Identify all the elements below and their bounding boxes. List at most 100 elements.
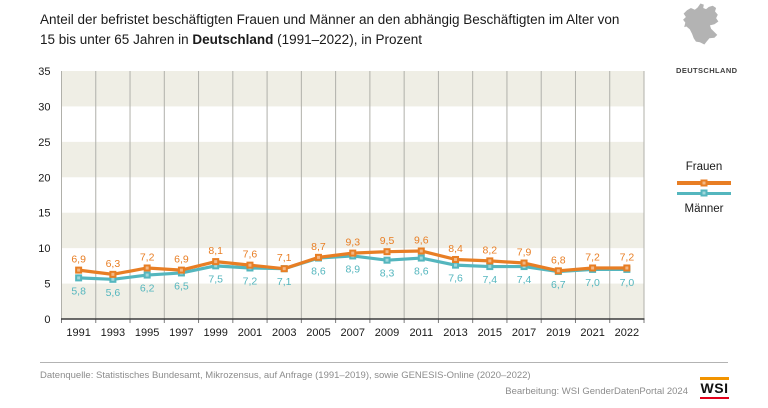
data-point-label: 9,3 (345, 237, 360, 249)
legend-marker-maenner-icon (700, 189, 708, 197)
data-point-label: 7,0 (585, 277, 600, 289)
data-point-marker (212, 262, 220, 270)
svg-text:10: 10 (38, 243, 50, 255)
footer-divider (40, 362, 728, 363)
data-point-label: 7,0 (620, 277, 635, 289)
data-point-marker (623, 264, 631, 272)
data-point-marker (75, 266, 83, 274)
data-point-label: 7,6 (448, 273, 463, 285)
data-point-label: 8,6 (311, 266, 326, 278)
x-axis-labels: 1991 1993 1995 1997 1999 2001 2003 2005 2007 2009… (66, 327, 639, 339)
legend-label-maenner: Männer (684, 203, 724, 215)
data-point-marker (75, 274, 83, 282)
svg-text:0: 0 (44, 314, 50, 326)
data-point-label: 7,2 (620, 251, 635, 263)
svg-text:2022: 2022 (615, 327, 639, 339)
data-point-marker (520, 263, 528, 271)
data-point-label: 6,2 (140, 283, 155, 295)
data-point-label: 9,6 (414, 234, 429, 246)
data-point-marker (246, 261, 254, 269)
data-point-marker (554, 267, 562, 275)
plot-bands (61, 71, 644, 319)
data-point-marker (143, 264, 151, 272)
title-line-2: 15 bis unter 65 Jahren in Deutschland (1… (40, 32, 422, 47)
data-point-marker (417, 254, 425, 262)
data-point-label: 7,4 (517, 274, 532, 286)
svg-text:2007: 2007 (341, 327, 365, 339)
data-point-label: 7,4 (483, 274, 498, 286)
series-labels-frauen: 6,9 6,3 7,2 6,9 8,1 7,6 7,1 8,7 9,3 9,5 9,6 8,4 8,2 7… (71, 234, 634, 269)
data-point-marker (212, 258, 220, 266)
svg-text:20: 20 (38, 172, 50, 184)
legend-item-maenner: Männer (677, 189, 731, 217)
svg-text:35: 35 (38, 66, 50, 78)
title-line-1: Anteil der befristet beschäftigten Fraue… (40, 12, 620, 27)
wsi-logo-top-bar (700, 377, 729, 380)
wsi-logo: WSI (700, 377, 729, 399)
svg-text:2021: 2021 (580, 327, 604, 339)
data-point-label: 7,2 (585, 251, 600, 263)
data-point-label: 8,6 (414, 266, 429, 278)
germany-map-icon (683, 3, 719, 45)
svg-text:2019: 2019 (546, 327, 570, 339)
data-point-label: 8,1 (208, 245, 223, 257)
data-point-marker (589, 264, 597, 272)
legend: Frauen Männer (677, 160, 731, 216)
data-point-marker (383, 248, 391, 256)
svg-text:25: 25 (38, 137, 50, 149)
data-point-label: 6,3 (106, 258, 121, 270)
legend-line-maenner-icon (677, 189, 731, 197)
series-frauen (75, 247, 631, 278)
editing-credit: Bearbeitung: WSI GenderDatenPortal 2024 (505, 386, 688, 397)
svg-text:2013: 2013 (443, 327, 467, 339)
data-point-marker (417, 247, 425, 255)
wsi-logo-bottom-bar (700, 396, 729, 399)
svg-text:1999: 1999 (203, 327, 227, 339)
svg-text:1995: 1995 (135, 327, 159, 339)
data-point-marker (314, 253, 322, 261)
svg-text:2001: 2001 (238, 327, 262, 339)
svg-text:2017: 2017 (512, 327, 536, 339)
data-point-marker (280, 265, 288, 273)
data-point-label: 6,5 (174, 280, 189, 292)
data-point-label: 7,1 (277, 276, 292, 288)
series-labels-männer: 5,8 5,6 6,2 6,5 7,5 7,2 7,1 8,6 8,9 8,3 8,6 7,6 7,4 7… (71, 263, 634, 298)
data-source-note: Datenquelle: Statistisches Bundesamt, Mi… (40, 370, 531, 381)
data-point-marker (520, 259, 528, 267)
data-point-label: 8,7 (311, 241, 326, 253)
data-point-marker (143, 271, 151, 279)
data-point-label: 6,8 (551, 254, 566, 266)
svg-text:1997: 1997 (169, 327, 193, 339)
data-point-marker (109, 275, 117, 283)
data-point-label: 7,6 (243, 249, 258, 261)
svg-text:5: 5 (44, 279, 50, 291)
wsi-logo-text: WSI (700, 379, 729, 396)
data-point-marker (452, 255, 460, 263)
page-title: Anteil der befristet beschäftigten Fraue… (40, 10, 619, 50)
data-point-label: 7,2 (243, 275, 258, 287)
data-point-marker (452, 261, 460, 269)
svg-text:30: 30 (38, 101, 50, 113)
data-point-label: 8,9 (345, 263, 360, 275)
data-point-label: 8,4 (448, 243, 463, 255)
svg-text:1991: 1991 (66, 327, 90, 339)
data-point-label: 7,2 (140, 251, 155, 263)
svg-text:1993: 1993 (101, 327, 125, 339)
legend-item-frauen: Frauen (677, 160, 731, 187)
data-point-label: 5,6 (106, 287, 121, 299)
svg-text:2011: 2011 (409, 327, 433, 339)
data-point-marker (486, 263, 494, 271)
svg-text:2003: 2003 (272, 327, 296, 339)
data-point-marker (177, 266, 185, 274)
data-point-label: 5,8 (71, 285, 86, 297)
data-point-marker (383, 256, 391, 264)
legend-marker-frauen-icon (700, 179, 708, 187)
data-point-label: 9,5 (380, 235, 395, 247)
data-point-label: 8,2 (483, 244, 498, 256)
data-point-label: 8,3 (380, 268, 395, 280)
y-axis-labels: 0 5 10 15 20 25 30 35 (38, 66, 50, 326)
svg-text:2005: 2005 (306, 327, 330, 339)
line-chart: 0 5 10 15 20 25 30 35 1991 1993 1995 1997 1999 2001 20… (38, 66, 645, 339)
vertical-gridlines (61, 71, 645, 323)
